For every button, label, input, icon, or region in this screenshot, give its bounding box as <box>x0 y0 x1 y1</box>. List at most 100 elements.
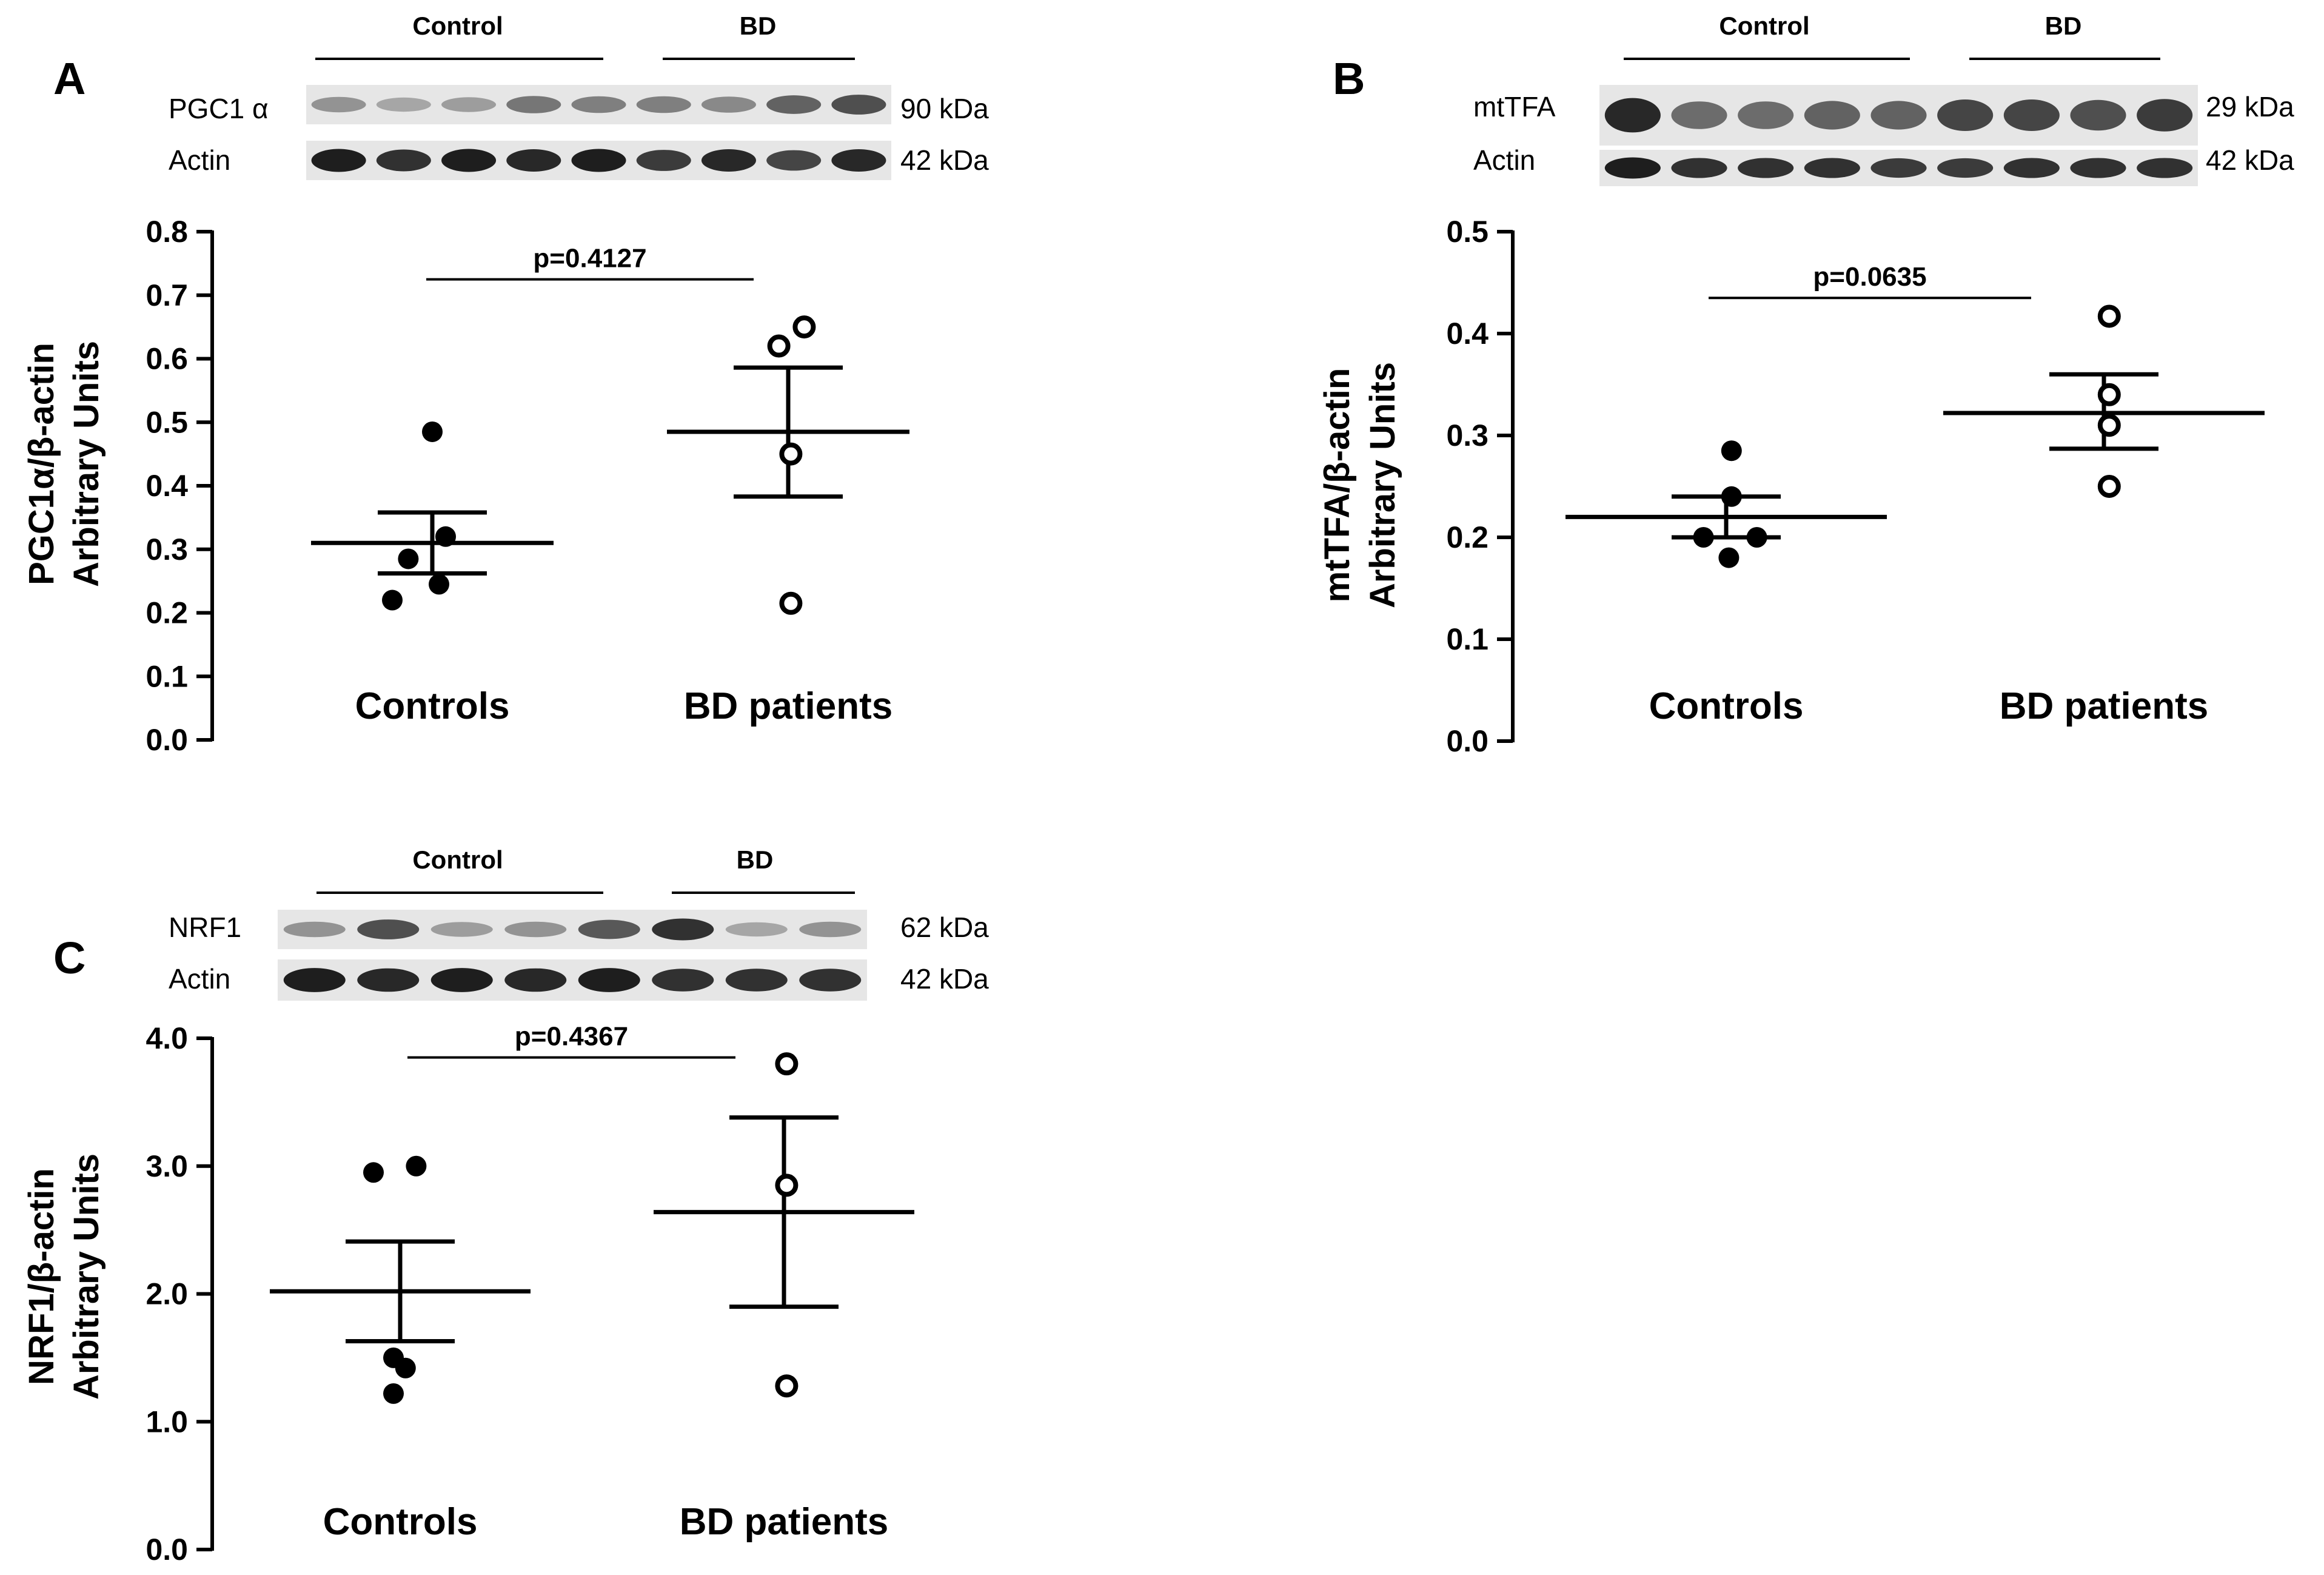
panel-c-blot-row1-size: 62 kDa <box>900 912 989 943</box>
panel-c-blot-band <box>725 969 788 992</box>
panel-c-y-tick-label: 1.0 <box>146 1405 188 1439</box>
panel-a-data-point <box>779 442 803 466</box>
panel-b-blot-row2-size: 42 kDa <box>2206 144 2294 176</box>
panel-b-chart: 0.0 0.1 0.2 0.3 0.4 0.5 Controls BD patients p=0… <box>1446 215 2265 758</box>
panel-b-p-value: p=0.0635 <box>1813 262 1926 292</box>
panel-c-blot-band <box>578 919 640 939</box>
panel-c-blot-row1-name: NRF1 <box>169 912 241 943</box>
panel-c-y-tick-label: 3.0 <box>146 1149 188 1183</box>
panel-c-blot-band <box>652 969 714 992</box>
panel-b-blot-band <box>1604 98 1661 133</box>
panel-c-blot-band <box>430 968 493 992</box>
panel-a-blot-row1-name: PGC1 α <box>169 93 269 124</box>
panel-b-blot-band <box>1671 101 1727 129</box>
panel-a-letter: A <box>53 53 85 104</box>
panel-c-data-point <box>775 1174 799 1197</box>
panel-c-data-point <box>363 1162 384 1183</box>
panel-b-data-point <box>1721 486 1742 507</box>
panel-c-blot-band <box>504 968 567 992</box>
panel-c-blot-band <box>357 968 420 992</box>
panel-a-y-tick-label: 0.2 <box>146 596 188 630</box>
panel-b-blot <box>1599 85 2198 186</box>
panel-b-blot-band <box>2003 158 2060 178</box>
panel-a-y-tick-label: 0.1 <box>146 659 188 693</box>
panel-a-category-label: Controls <box>355 685 510 727</box>
panel-b-y-tick-label: 0.2 <box>1446 520 1488 554</box>
panel-b-group-bd: BD <box>2045 12 2082 40</box>
panel-b-data-point <box>2097 304 2121 328</box>
panel-c-data-point <box>775 1374 799 1398</box>
panel-a-blot-band <box>766 95 822 114</box>
panel-a-data-point <box>422 421 443 442</box>
panel-a-data-point <box>382 589 403 611</box>
panel-a-data-point <box>779 591 803 615</box>
panel-b-y-tick-label: 0.3 <box>1446 418 1488 452</box>
panel-b-blot-band <box>1671 158 1727 178</box>
panel-a-chart: 0.0 0.1 0.2 0.3 0.4 0.5 0.6 0.7 0.8 Controls BD pa… <box>146 215 909 757</box>
panel-c-category-label: BD patients <box>680 1501 888 1543</box>
panel-a-blot-band <box>571 149 626 172</box>
panel-a-blot-row2-name: Actin <box>169 144 230 176</box>
panel-c-chart: 0.0 1.0 2.0 3.0 4.0 Controls BD patients p=0.43… <box>146 1021 914 1567</box>
panel-a-data-point <box>429 574 449 595</box>
panel-c-blot-band <box>578 968 640 992</box>
panel-c-blot-band <box>725 922 788 937</box>
panel-b-data-point <box>1721 440 1742 462</box>
panel-a-y-tick-label: 0.4 <box>146 469 188 503</box>
panel-c-y-tick-label: 0.0 <box>146 1533 188 1567</box>
panel-b-category-label: Controls <box>1649 685 1804 727</box>
panel-a-blot-band <box>766 150 822 171</box>
panel-a-blot-band <box>441 97 497 112</box>
panel-a-blot-band <box>506 149 561 172</box>
panel-b-blot-band <box>1937 158 1994 178</box>
panel-a-blot-band <box>506 96 561 113</box>
panel-c-p-value: p=0.4367 <box>515 1022 628 1052</box>
panel-c-blot-band <box>357 919 420 939</box>
panel-a-blot-band <box>636 96 691 113</box>
panel-a-blot-band <box>701 96 756 113</box>
panel-a-group-control: Control <box>412 12 503 40</box>
panel-b-blot-band <box>1604 157 1661 179</box>
panel-a-blot-band <box>701 149 756 172</box>
panel-a-y-tick-label: 0.5 <box>146 405 188 439</box>
panel-b-y-tick-label: 0.5 <box>1446 215 1488 249</box>
panel-c-blot-band <box>283 921 346 938</box>
panel-b-blot-band <box>1870 158 1927 178</box>
panel-a-blot-row1-size: 90 kDa <box>900 93 989 124</box>
panel-b-data-point <box>2097 414 2121 437</box>
panel-c-blot-band <box>283 968 346 992</box>
panel-b-blot-band <box>2137 158 2193 178</box>
panel-a-blot-band <box>831 149 886 172</box>
panel-c-blot-band <box>430 922 493 937</box>
panel-a: A Control BD PGC1 α 90 kDa Actin 42 kDa … <box>22 12 989 757</box>
panel-a-blot-band <box>571 96 626 113</box>
panel-b-data-point <box>1746 527 1767 548</box>
panel-a-blot-band <box>311 149 366 172</box>
panel-a-blot <box>306 85 891 180</box>
panel-a-ylabel-line1: PGC1α/β-actin <box>22 343 61 585</box>
panel-a-blot-band <box>311 96 366 113</box>
panel-b-blot-band <box>2070 158 2126 178</box>
panel-c-category-label: Controls <box>323 1501 478 1543</box>
panel-a-y-tick-label: 0.8 <box>146 215 188 249</box>
panel-b-y-tick-label: 0.4 <box>1446 317 1488 351</box>
panel-c-y-tick-label: 4.0 <box>146 1021 188 1055</box>
panel-a-data-point <box>792 315 816 339</box>
panel-c-group-bd: BD <box>737 845 774 874</box>
panel-a-y-tick-label: 0.3 <box>146 532 188 566</box>
panel-b-blot-band <box>1738 101 1794 129</box>
panel-b-blot-band <box>1870 101 1927 130</box>
panel-a-ylabel-line2: Arbitrary Units <box>67 341 106 587</box>
panel-c-blot-row2-name: Actin <box>169 963 230 995</box>
panel-b-blot-band <box>2137 99 2193 132</box>
panel-b-data-point <box>1693 527 1714 548</box>
panel-c-blot-band <box>799 921 862 938</box>
panel-b-blot-row1-name: mtTFA <box>1473 91 1556 123</box>
panel-c-data-point <box>383 1383 404 1404</box>
panel-b-letter: B <box>1333 53 1365 104</box>
panel-b-blot-band <box>1937 99 1994 131</box>
panel-a-blot-band <box>441 149 497 172</box>
panel-a-blot-band <box>831 95 886 115</box>
panel-c-data-point <box>406 1155 427 1177</box>
